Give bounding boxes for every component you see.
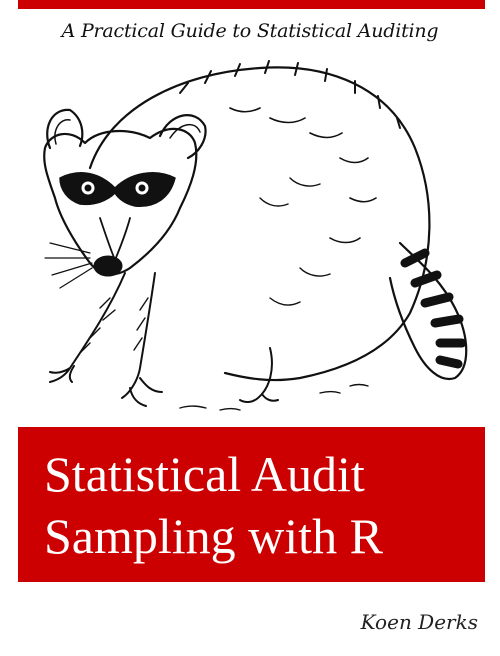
book-title-line-1: Statistical Audit (44, 446, 365, 502)
book-title-line-2: Sampling with R (44, 508, 383, 564)
cover-tagline: A Practical Guide to Statistical Auditin… (61, 20, 439, 42)
author-name: Koen Derks (360, 610, 478, 634)
raccoon-illustration (43, 60, 468, 411)
top-accent-bar (18, 0, 485, 9)
title-band: Statistical Audit Sampling with R (18, 427, 485, 582)
